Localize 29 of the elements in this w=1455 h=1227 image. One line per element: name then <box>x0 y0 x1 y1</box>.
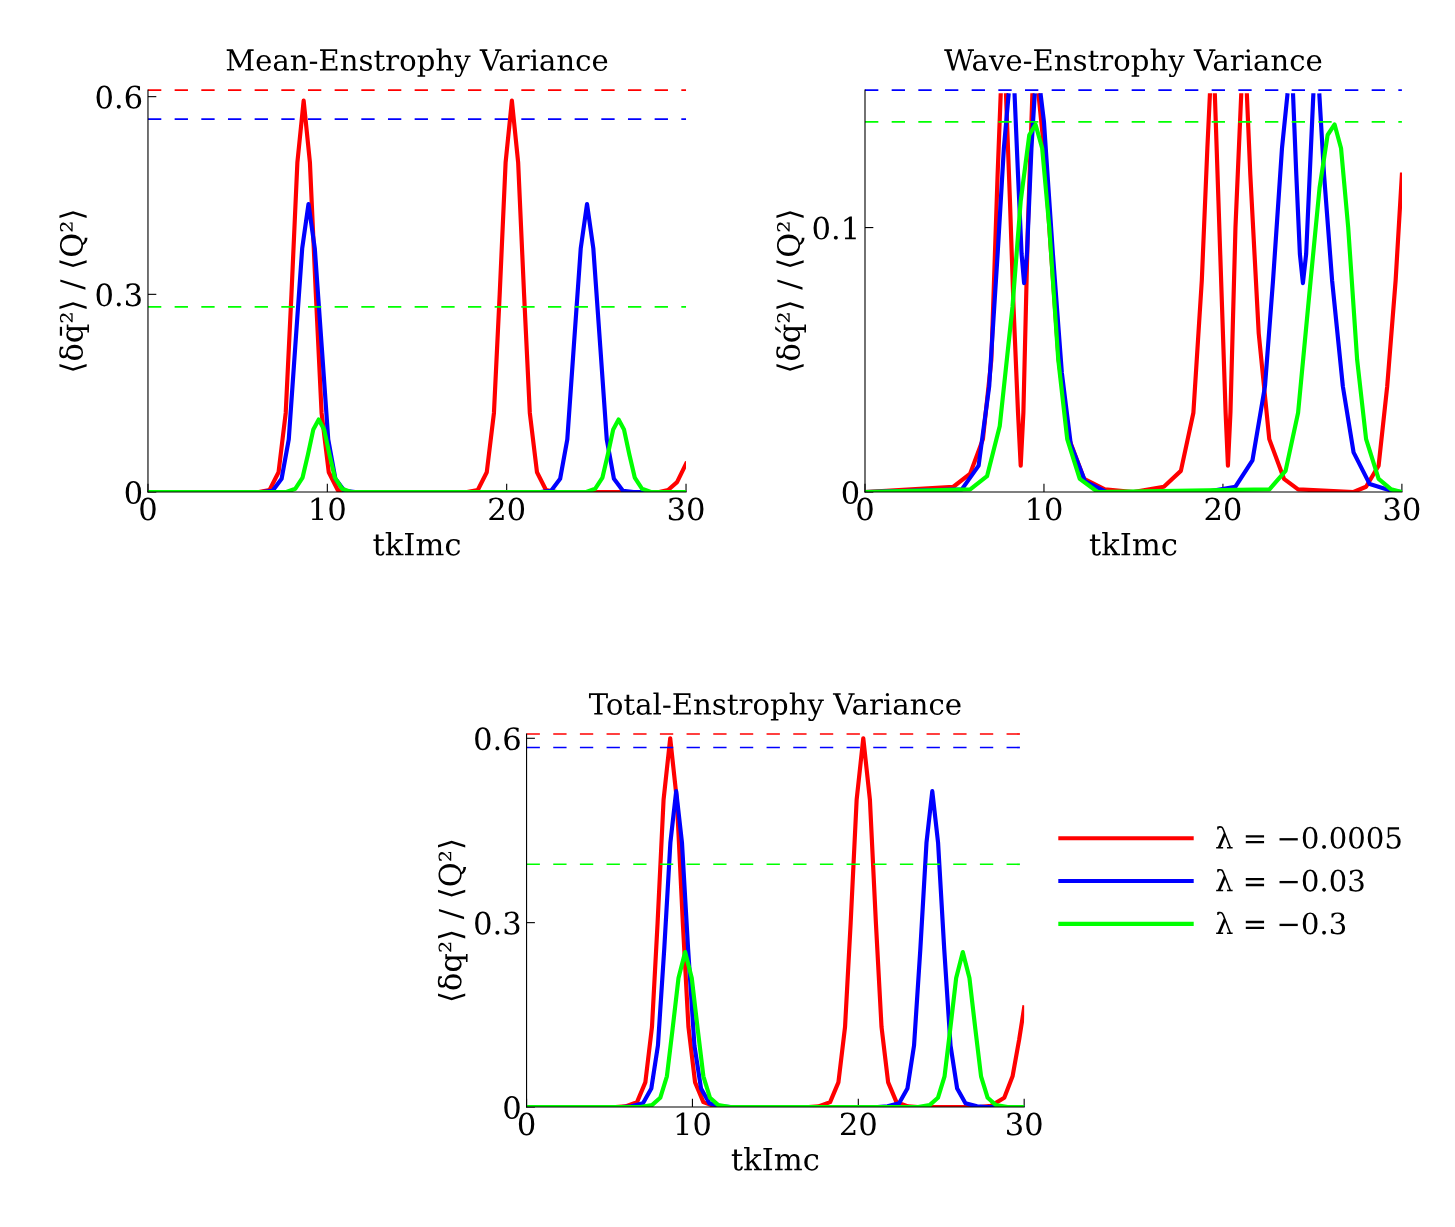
x-tick-label: 10 <box>676 1112 710 1136</box>
y-tick-label: 0 <box>504 1095 520 1120</box>
y-tick-label: 0.6 <box>475 727 520 751</box>
x-tick-label: 30 <box>1384 497 1420 521</box>
y-axis-title: ⟨δq́²⟩ / ⟨Q²⟩ <box>775 211 806 371</box>
x-axis-title: tkImc <box>1089 532 1177 556</box>
x-tick-label: 10 <box>1028 497 1062 521</box>
legend-label: λ = −0.0005 <box>1216 826 1401 849</box>
y-axis-title: ⟨δq̄²⟩ / ⟨Q²⟩ <box>59 211 89 371</box>
x-tick-label: 30 <box>668 497 704 521</box>
legend-label: λ = −0.3 <box>1216 911 1346 935</box>
x-tick-label: 0 <box>857 497 873 521</box>
y-tick-label: 0.3 <box>475 911 520 935</box>
x-tick-label: 20 <box>489 497 525 521</box>
chart-title: Wave-Enstrophy Variance <box>944 48 1322 78</box>
x-tick-label: 10 <box>311 497 345 521</box>
chart-title: Mean-Enstrophy Variance <box>226 48 608 78</box>
x-tick-label: 30 <box>1007 1112 1042 1136</box>
y-tick-label: 0.3 <box>96 283 141 307</box>
y-tick-label: 0.1 <box>813 216 856 240</box>
y-axis-title: ⟨δq²⟩ / ⟨Q²⟩ <box>437 840 468 1001</box>
x-tick-label: 0 <box>518 1112 535 1136</box>
legend-label: λ = −0.03 <box>1216 868 1364 892</box>
chart-title: Total-Enstrophy Variance <box>588 692 961 722</box>
y-tick-label: 0.6 <box>96 85 142 109</box>
x-tick-label: 20 <box>840 1112 876 1136</box>
x-tick-label: 20 <box>1205 497 1241 521</box>
x-axis-title: tkImc <box>373 532 461 556</box>
x-axis-title: tkImc <box>731 1146 819 1171</box>
